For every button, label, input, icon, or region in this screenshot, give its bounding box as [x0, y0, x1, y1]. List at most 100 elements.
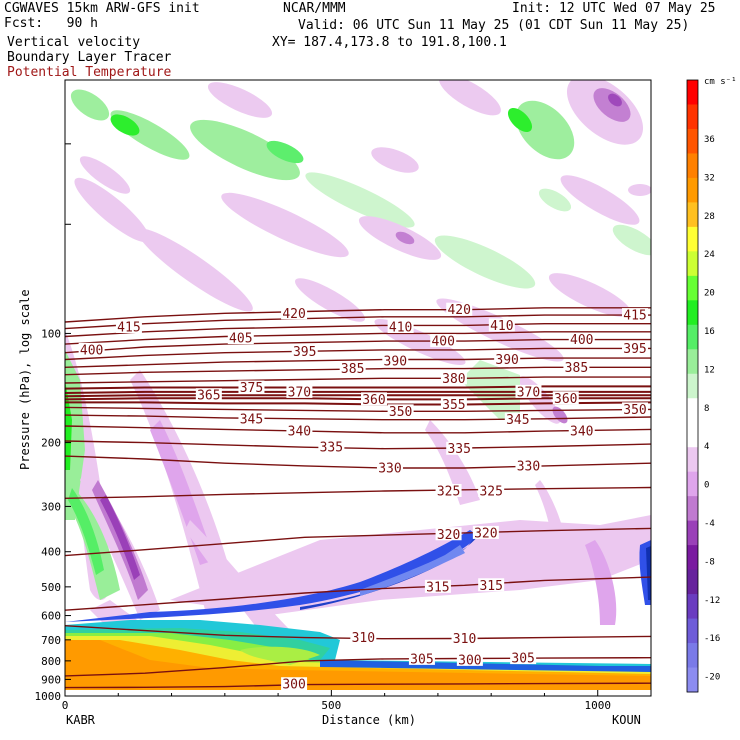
theta-label: 335	[320, 441, 343, 456]
theta-label: 375	[240, 381, 263, 396]
x-endpoint-left: KABR	[66, 713, 96, 727]
theta-label: 420	[447, 303, 470, 318]
theta-label: 305	[511, 652, 534, 667]
theta-label-bg	[387, 319, 414, 333]
theta-label: 405	[229, 332, 252, 347]
theta-label: 345	[240, 412, 263, 427]
theta-label-bg	[510, 651, 537, 665]
theta-contour-410	[65, 323, 651, 338]
x-tick-label: 500	[321, 699, 341, 712]
theta-label: 370	[517, 385, 540, 400]
y-tick-label: 200	[41, 437, 61, 450]
y-tick-label: 1000	[35, 690, 62, 703]
colorbar-label: 28	[704, 212, 715, 222]
theta-label: 300	[458, 653, 481, 668]
theta-label: 400	[570, 333, 593, 348]
theta-contour-420	[65, 307, 651, 323]
potential-temperature-labels: 415 420 420 415 405 410 410 400 400 400 395 395 385 3…	[78, 302, 649, 693]
colorbar-label: -20	[704, 673, 720, 683]
theta-label: 300	[282, 678, 305, 693]
theta-label-bg	[286, 424, 313, 438]
theta-label-bg	[568, 424, 595, 438]
theta-label: 410	[389, 320, 412, 335]
theta-label: 325	[479, 484, 502, 499]
colorbar-swatch	[687, 667, 698, 693]
theta-label-bg	[622, 402, 649, 416]
theta-label: 370	[288, 385, 311, 400]
theta-label-bg	[382, 353, 409, 367]
theta-label: 420	[282, 307, 305, 322]
theta-label: 400	[80, 343, 103, 358]
potential-temperature-contours	[65, 307, 651, 689]
colorbar-swatch	[687, 104, 698, 130]
colorbar-swatch	[687, 447, 698, 473]
theta-label: 410	[490, 319, 513, 334]
colorbar-swatch	[687, 520, 698, 546]
colorbar-swatch	[687, 373, 698, 399]
vertical-velocity-shading	[65, 80, 651, 690]
theta-label-bg	[78, 342, 105, 356]
theta-label: 400	[431, 335, 454, 350]
theta-label-bg	[515, 458, 542, 472]
header-xy-endpoints: XY= 187.4,173.8 to 191.8,100.1	[272, 35, 507, 50]
theta-label-bg	[568, 332, 595, 346]
x-tick-label: 1000	[584, 699, 611, 712]
theta-label-bg	[552, 391, 579, 405]
colorbar-swatch	[687, 349, 698, 375]
colorbar-swatch	[687, 251, 698, 277]
theta-contour-380	[65, 376, 651, 384]
colorbar-label: 36	[704, 135, 715, 145]
x-tick-label: 0	[62, 699, 69, 712]
colorbar-swatch	[687, 569, 698, 595]
theta-label: 345	[506, 413, 529, 428]
theta-label-bg	[622, 308, 649, 322]
theta-label-bg	[115, 319, 142, 333]
colorbar-label: -8	[704, 557, 715, 567]
colorbar-label: 20	[704, 289, 715, 299]
theta-label-bg	[622, 341, 649, 355]
theta-label-bg	[515, 384, 542, 398]
theta-label-bg	[291, 344, 318, 358]
theta-label-bg	[318, 440, 345, 454]
theta-label: 395	[623, 342, 646, 357]
theta-label: 415	[623, 309, 646, 324]
theta-label-bg	[440, 397, 467, 411]
theta-label-bg	[238, 411, 265, 425]
theta-label-bg	[494, 352, 521, 366]
header-init-time: Init: 12 UTC Wed 07 May 25	[512, 1, 716, 16]
theta-contour-325	[65, 486, 651, 499]
theta-label: 310	[352, 631, 375, 646]
theta-label: 325	[437, 484, 460, 499]
colorbar-label: 8	[704, 404, 709, 414]
colorbar-swatch	[687, 545, 698, 571]
colorbar-label: 16	[704, 327, 715, 337]
theta-label-bg	[435, 483, 462, 497]
theta-label: 315	[479, 579, 502, 594]
header-org: NCAR/MMM	[283, 1, 346, 16]
y-tick-label: 400	[41, 546, 61, 559]
theta-label-bg	[451, 631, 478, 645]
colorbar-swatch	[687, 275, 698, 301]
y-axis-label: Pressure (hPa), log scale	[18, 289, 32, 470]
theta-label-bg	[286, 384, 313, 398]
theta-label-bg	[387, 404, 414, 418]
theta-label: 390	[384, 354, 407, 369]
colorbar-label: 12	[704, 365, 715, 375]
header-forecast-hour: Fcst: 90 h	[4, 16, 98, 31]
theta-label: 385	[341, 362, 364, 377]
theta-contour-360	[65, 397, 651, 401]
theta-label-bg	[339, 361, 366, 375]
colorbar-label: -12	[704, 596, 720, 606]
theta-contour-415	[65, 314, 651, 330]
colorbar-units: cm s⁻¹	[704, 77, 737, 87]
colorbar-label: 24	[704, 250, 715, 260]
x-axis: 0 500 1000	[62, 690, 611, 712]
x-axis-label: Distance (km)	[322, 713, 416, 727]
theta-label-bg	[424, 579, 451, 593]
header-title: CGWAVES 15km ARW-GFS init	[4, 1, 200, 16]
colorbar-swatch	[687, 128, 698, 154]
theta-label-bg	[195, 388, 222, 402]
theta-label: 335	[447, 442, 470, 457]
theta-label: 360	[362, 393, 385, 408]
